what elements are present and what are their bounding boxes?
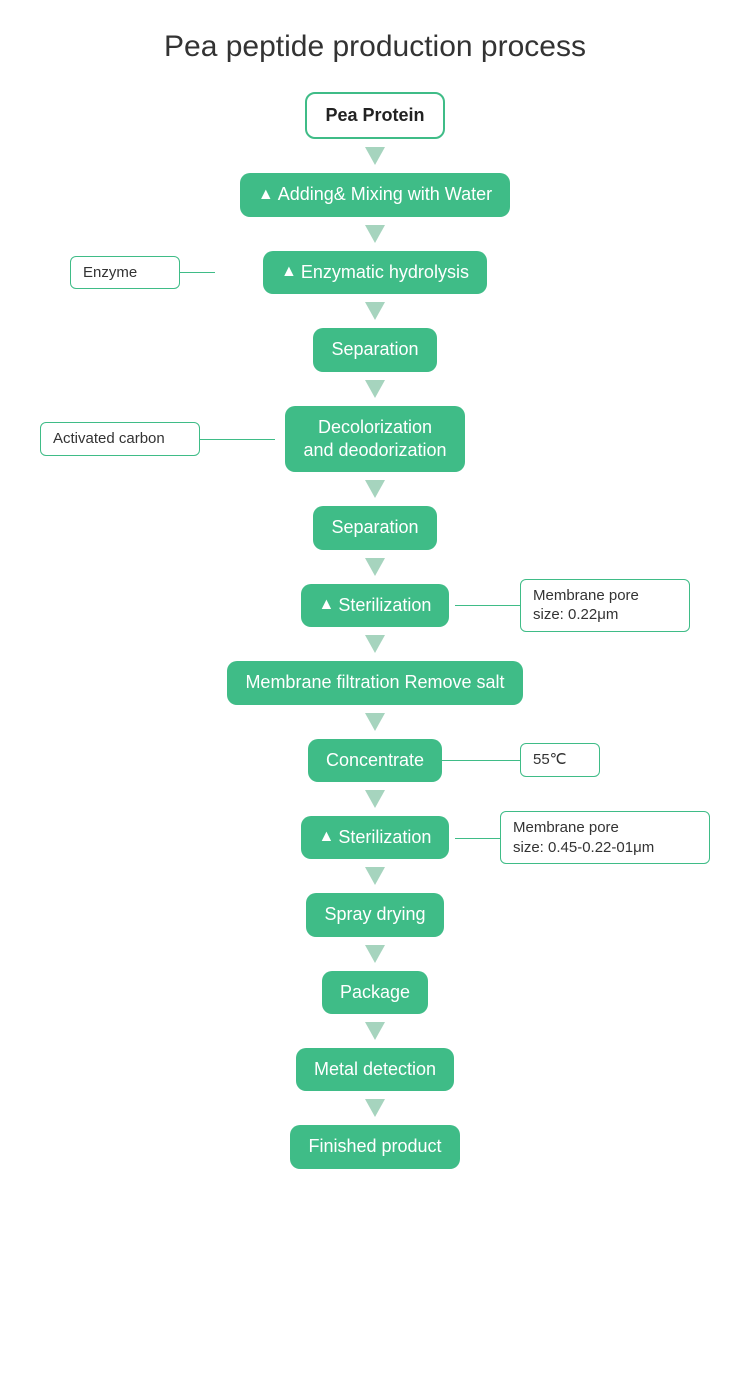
node-mixing: ▲Adding& Mixing with Water [240, 173, 510, 216]
flow-row-package: Package [0, 971, 750, 1014]
flow-row-separation2: Separation [0, 506, 750, 549]
flow-arrow [365, 945, 385, 963]
node-label: Concentrate [326, 749, 424, 772]
node-decolor: Decolorization and deodorization [285, 406, 464, 473]
node-label: Finished product [308, 1135, 441, 1158]
triangle-marker-icon: ▲ [319, 595, 335, 616]
node-hydrolysis: ▲Enzymatic hydrolysis [263, 251, 487, 294]
node-start: Pea Protein [305, 92, 444, 139]
node-label: Sterilization [338, 826, 431, 849]
node-label: Package [340, 981, 410, 1004]
flow-row-steril2: ▲Sterilization Membrane pore size: 0.45-0… [0, 816, 750, 859]
flow-row-steril1: ▲Sterilization Membrane pore size: 0.22μm [0, 584, 750, 627]
node-label: Separation [331, 338, 418, 361]
flow-row-mixing: ▲Adding& Mixing with Water [0, 173, 750, 216]
side-annotation-label: Activated carbon [53, 430, 165, 447]
flow-arrow [365, 867, 385, 885]
flow-row-spray: Spray drying [0, 893, 750, 936]
side-annotation-concentrate: 55℃ [520, 743, 600, 777]
node-label: Enzymatic hydrolysis [301, 261, 469, 284]
flow-arrow [365, 480, 385, 498]
flow-arrow [365, 147, 385, 165]
triangle-marker-icon: ▲ [281, 262, 297, 283]
side-annotation-steril2: Membrane pore size: 0.45-0.22-01μm [500, 811, 710, 864]
node-spray: Spray drying [306, 893, 443, 936]
side-connector [455, 605, 520, 606]
side-annotation-label: 55℃ [533, 751, 567, 768]
flow-arrow [365, 380, 385, 398]
side-annotation-label: Enzyme [83, 264, 137, 281]
node-metal: Metal detection [296, 1048, 454, 1091]
triangle-marker-icon: ▲ [258, 185, 274, 206]
node-label: Membrane filtration Remove salt [245, 671, 504, 694]
side-connector [440, 760, 520, 761]
side-connector [180, 272, 215, 273]
node-membrane: Membrane filtration Remove salt [227, 661, 522, 704]
flow-arrow [365, 1022, 385, 1040]
node-separation2: Separation [313, 506, 436, 549]
node-package: Package [322, 971, 428, 1014]
flowchart: Pea Protein ▲Adding& Mixing with Water ▲… [0, 92, 750, 1169]
node-label: Separation [331, 516, 418, 539]
node-steril2: ▲Sterilization [301, 816, 450, 859]
flow-row-finished: Finished product [0, 1125, 750, 1168]
node-label: Decolorization and deodorization [303, 416, 446, 463]
flow-arrow [365, 713, 385, 731]
flow-arrow [365, 635, 385, 653]
flow-row-start: Pea Protein [0, 92, 750, 139]
flow-row-membrane: Membrane filtration Remove salt [0, 661, 750, 704]
node-steril1: ▲Sterilization [301, 584, 450, 627]
side-annotation-steril1: Membrane pore size: 0.22μm [520, 579, 690, 632]
node-label: Metal detection [314, 1058, 436, 1081]
flowchart-container: Pea peptide production process Pea Prote… [0, 0, 750, 1209]
node-finished: Finished product [290, 1125, 459, 1168]
flow-row-separation1: Separation [0, 328, 750, 371]
flow-arrow [365, 558, 385, 576]
side-annotation-label: Membrane pore size: 0.45-0.22-01μm [513, 819, 654, 856]
side-connector [200, 439, 275, 440]
node-label: Sterilization [338, 594, 431, 617]
node-label: Spray drying [324, 903, 425, 926]
node-concentrate: Concentrate [308, 739, 442, 782]
triangle-marker-icon: ▲ [319, 827, 335, 848]
node-label: Pea Protein [325, 104, 424, 127]
flow-arrow [365, 1099, 385, 1117]
side-annotation-hydrolysis: Enzyme [70, 256, 180, 290]
side-connector [455, 838, 500, 839]
flow-row-hydrolysis: ▲Enzymatic hydrolysis Enzyme [0, 251, 750, 294]
flow-arrow [365, 790, 385, 808]
node-label: Adding& Mixing with Water [278, 183, 492, 206]
page-title: Pea peptide production process [0, 30, 750, 64]
side-annotation-decolor: Activated carbon [40, 422, 200, 456]
flow-row-concentrate: Concentrate 55℃ [0, 739, 750, 782]
side-annotation-label: Membrane pore size: 0.22μm [533, 587, 639, 624]
flow-row-metal: Metal detection [0, 1048, 750, 1091]
node-separation1: Separation [313, 328, 436, 371]
flow-arrow [365, 225, 385, 243]
flow-row-decolor: Decolorization and deodorization Activate… [0, 406, 750, 473]
flow-arrow [365, 302, 385, 320]
